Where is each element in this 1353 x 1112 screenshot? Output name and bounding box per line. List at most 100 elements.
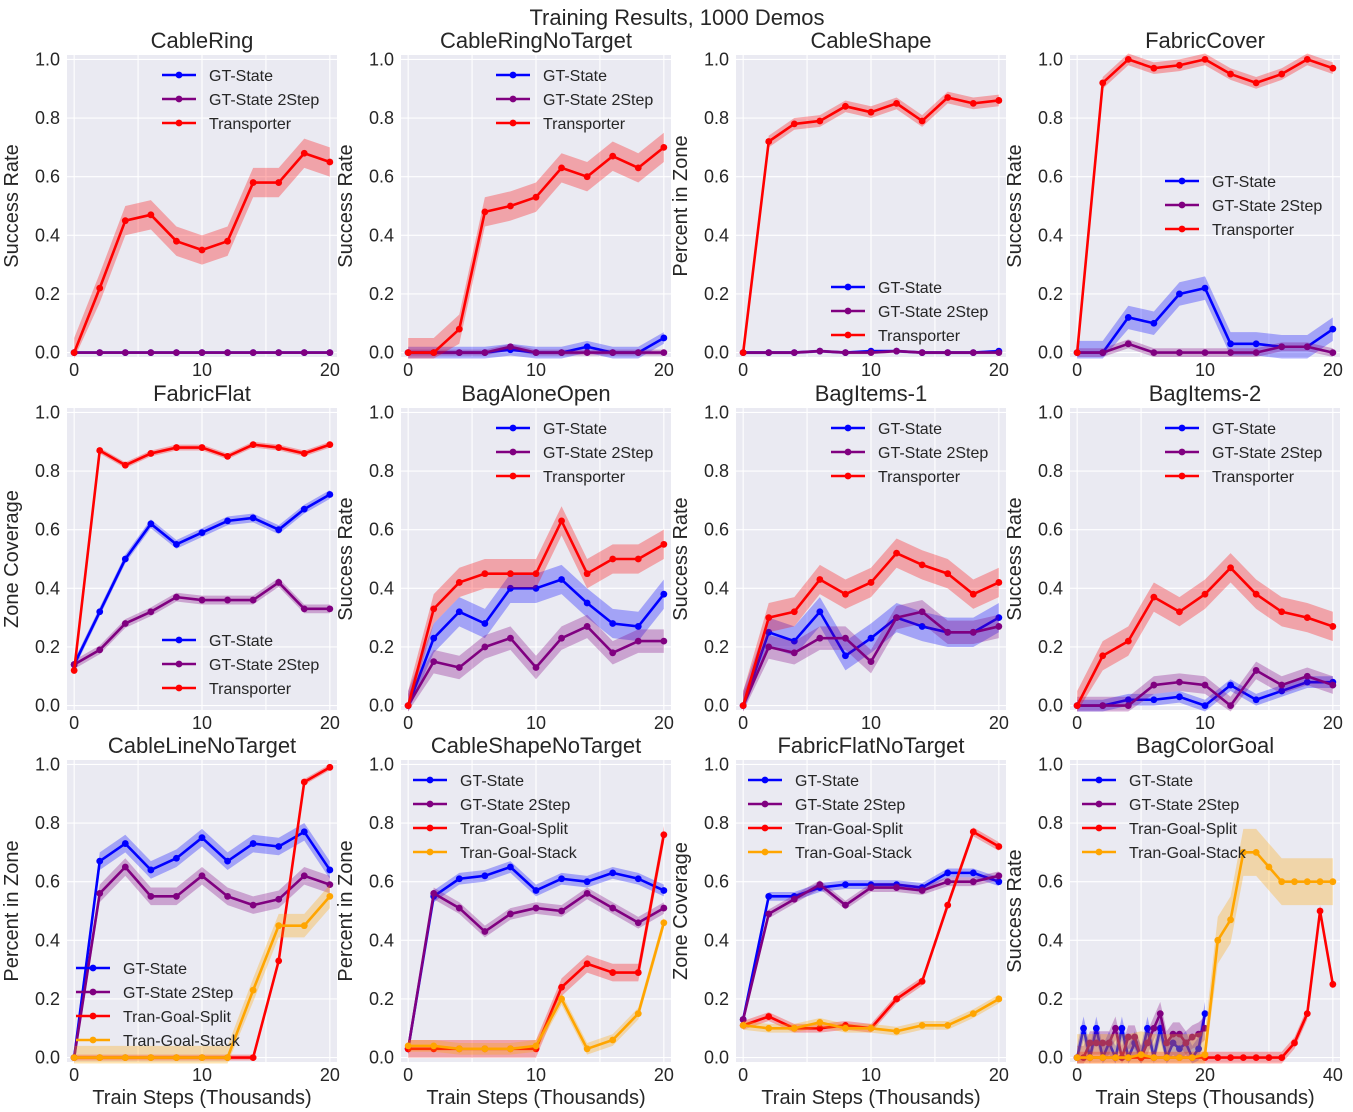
legend-marker-split: [1095, 824, 1103, 832]
point-split: [1265, 1054, 1273, 1062]
point-stack: [1201, 1051, 1209, 1059]
point-stack: [1086, 1054, 1094, 1062]
point-gt2: [816, 881, 824, 889]
point-tr: [507, 570, 514, 578]
y-axis-label: Success Rate: [1004, 849, 1026, 972]
y-tick-label: 0.4: [1038, 930, 1063, 950]
point-gt2: [173, 892, 180, 900]
x-tick-label: 0: [69, 1065, 79, 1085]
x-tick-label: 10: [192, 360, 212, 380]
point-stack: [1124, 1054, 1132, 1062]
legend: GT-State GT-State 2Step Transporter: [1165, 421, 1322, 486]
point-gt2: [300, 349, 308, 357]
legend-label-gt2: GT-State 2Step: [123, 985, 233, 1002]
y-tick-label: 0.4: [1038, 578, 1063, 598]
point-gt2: [1150, 1024, 1158, 1032]
x-tick-label: 20: [1195, 1065, 1215, 1085]
legend: GT-State GT-State 2Step Transporter: [496, 421, 653, 486]
y-tick-label: 0.6: [369, 167, 394, 187]
legend: GT-State GT-State 2Step Transporter: [162, 633, 319, 698]
point-tr: [173, 444, 180, 451]
point-tr: [455, 325, 463, 333]
legend: GT-State GT-State 2Step Transporter: [831, 421, 988, 486]
point-gt2: [1105, 1039, 1113, 1047]
point-tr: [300, 149, 308, 157]
point-gt: [1176, 290, 1183, 298]
legend-marker-gt: [175, 71, 183, 79]
point-stack: [660, 919, 668, 927]
legend-label-tr: Transporter: [1212, 469, 1295, 486]
x-axis-label: Train Steps (Thousands): [92, 1087, 311, 1109]
point-tr: [842, 590, 849, 598]
point-stack: [507, 1045, 514, 1053]
point-stack: [893, 1027, 900, 1035]
series-layer: [404, 132, 668, 359]
legend-label-tr: Transporter: [543, 116, 626, 133]
legend-marker-gt: [426, 776, 434, 784]
point-gt2: [481, 928, 489, 935]
point-tr: [969, 99, 977, 107]
point-gt: [765, 628, 773, 636]
point-stack: [739, 1021, 747, 1029]
legend-label-gt2: GT-State 2Step: [1129, 797, 1239, 814]
point-tr: [1201, 590, 1209, 598]
point-gt2: [507, 910, 514, 918]
point-gt: [121, 555, 129, 563]
point-stack: [532, 1042, 540, 1050]
y-tick-label: 0.6: [1038, 167, 1063, 187]
point-gt2: [249, 596, 257, 604]
x-tick-label: 20: [320, 360, 340, 380]
point-gt: [1080, 1024, 1087, 1032]
point-gt: [507, 863, 514, 871]
point-tr: [1150, 64, 1158, 72]
y-tick-label: 0.0: [1038, 1048, 1063, 1068]
point-tr: [300, 450, 308, 457]
y-tick-label: 0.0: [35, 1048, 60, 1068]
point-stack: [1227, 916, 1234, 924]
point-tr: [558, 517, 565, 525]
legend-label-gt: GT-State: [460, 773, 524, 790]
point-stack: [96, 1054, 104, 1062]
y-axis-label: Success Rate: [1004, 144, 1026, 267]
x-tick-label: 0: [1072, 1065, 1082, 1085]
point-gt2: [532, 349, 540, 357]
y-tick-label: 0.2: [1038, 284, 1063, 304]
point-tr: [96, 447, 104, 454]
point-stack: [1252, 848, 1260, 856]
point-split: [660, 831, 668, 839]
y-tick-label: 0.6: [704, 167, 729, 187]
point-gt: [995, 878, 1003, 886]
legend-marker-gt: [1178, 424, 1186, 432]
y-tick-label: 0.4: [704, 578, 729, 598]
point-tr: [1099, 652, 1107, 660]
point-gt2: [918, 608, 926, 616]
point-gt: [1176, 1045, 1183, 1053]
point-gt2: [1329, 681, 1337, 689]
point-tr: [969, 590, 977, 598]
legend-marker-split: [761, 824, 769, 832]
point-gt2: [609, 649, 617, 657]
point-gt2: [121, 620, 129, 627]
y-tick-label: 0.6: [35, 167, 60, 187]
point-gt2: [944, 878, 952, 886]
subplot-title: FabricFlat: [153, 381, 251, 406]
point-gt: [224, 517, 231, 525]
subplot-title: BagAloneOpen: [461, 381, 610, 406]
point-gt2: [96, 646, 104, 654]
point-gt2: [1252, 667, 1260, 674]
point-tr: [660, 143, 668, 151]
point-gt: [660, 590, 668, 598]
point-split: [1303, 1010, 1311, 1018]
point-split: [969, 828, 977, 836]
subplot-title: CableShape: [810, 28, 931, 53]
legend-marker-gt2: [1178, 201, 1186, 209]
series-layer: [739, 827, 1003, 1036]
point-gt: [1227, 340, 1234, 348]
point-gt2: [918, 887, 926, 894]
point-tr: [1150, 593, 1158, 601]
point-tr: [404, 702, 412, 710]
legend-label-gt: GT-State: [209, 633, 273, 650]
point-gt2: [558, 634, 565, 642]
point-split: [1214, 1054, 1222, 1062]
point-gt: [481, 620, 489, 627]
